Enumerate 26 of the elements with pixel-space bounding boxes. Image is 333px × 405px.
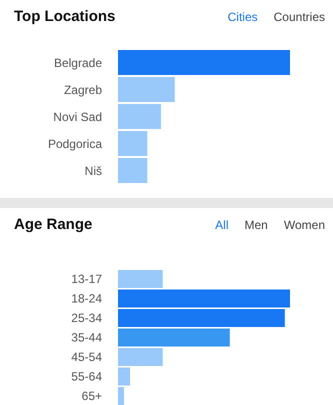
text: All: [215, 218, 229, 232]
y-tick-label: Zagreb: [64, 82, 102, 97]
text: Countries: [274, 10, 325, 24]
text: Cities: [228, 10, 258, 24]
y-tick-label: 35-44: [71, 330, 102, 345]
y-tick-label: Niš: [84, 164, 102, 178]
y-tick-label: 18-24: [71, 292, 102, 306]
y-tick-label: 55-64: [71, 370, 102, 384]
y-tick-label: 65+: [82, 389, 102, 404]
y-tick-label: Podgorica: [48, 136, 102, 151]
bar: [118, 77, 175, 102]
y-tick-label: Novi Sad: [53, 110, 102, 124]
bar: [118, 270, 163, 288]
y-tick-label: 25-34: [71, 311, 102, 326]
y-tick-label: 13-17: [71, 272, 102, 286]
text: Men: [244, 218, 268, 232]
bar: [118, 50, 290, 75]
y-tick-label: Belgrade: [54, 56, 102, 70]
bar: [118, 104, 161, 129]
chart-title: Top Locations: [14, 8, 116, 25]
bar: [118, 328, 230, 346]
chart-title: Age Range: [14, 216, 92, 233]
text: Women: [284, 218, 325, 232]
y-tick-label: 45-54: [71, 350, 102, 364]
bar: [118, 158, 148, 183]
bar: [118, 131, 148, 156]
